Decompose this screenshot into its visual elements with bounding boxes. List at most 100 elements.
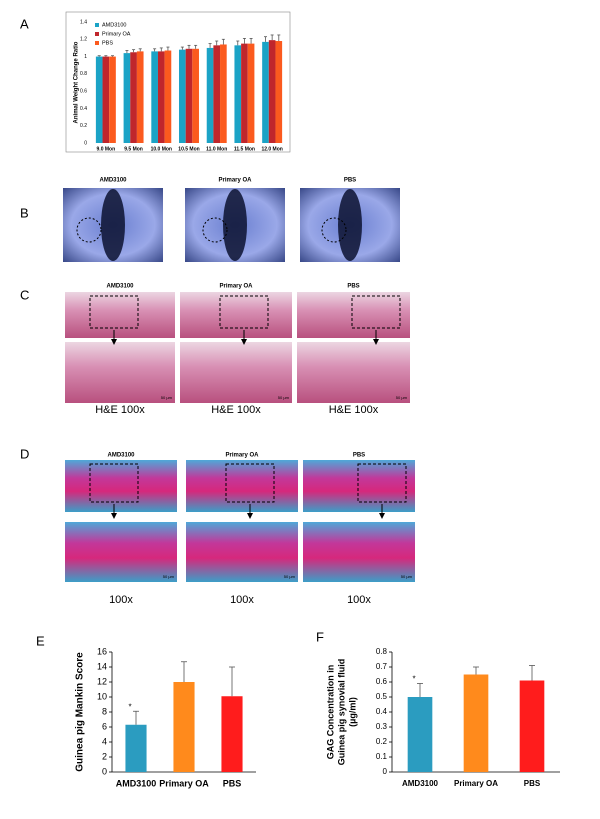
y-tick-label: 0.8 (376, 647, 388, 656)
bar (95, 56, 103, 144)
x-tick-label: Primary OA (454, 779, 498, 788)
y-tick-label: 0 (102, 766, 107, 776)
image-caption: PBS (344, 178, 356, 184)
micrograph (180, 292, 292, 338)
scale-label: 50 µm (284, 574, 296, 579)
y-tick-label: 1 (84, 54, 87, 60)
y-axis-label: Animal Weight Change Ratio (74, 41, 80, 123)
significance-mark: * (412, 675, 415, 684)
bar (151, 51, 158, 144)
micrograph (65, 460, 177, 512)
image-footer: H&E 100x (329, 404, 379, 416)
bar (220, 44, 227, 143)
bar (125, 724, 147, 772)
y-tick-label: 2 (102, 751, 107, 761)
image-footer: 100x (347, 594, 371, 606)
x-tick-label: 10.0 Mon (151, 146, 172, 152)
x-tick-label: 9.5 Mon (124, 146, 143, 152)
micrograph (303, 460, 415, 512)
y-tick-label: 1.2 (80, 37, 87, 43)
image-caption: Primary OA (219, 284, 253, 290)
y-axis-label: Guinea pig Mankin Score (75, 652, 86, 772)
bar (179, 49, 186, 143)
y-tick-label: 0.6 (80, 88, 87, 94)
joint-shadow (223, 189, 247, 261)
micrograph (65, 522, 177, 582)
legend-label: Primary OA (102, 31, 131, 37)
lesion-outline (202, 217, 228, 243)
bar (173, 682, 195, 772)
bar (185, 48, 193, 143)
image-caption: PBS (347, 284, 359, 290)
bar (247, 43, 255, 143)
y-tick-label: 1.4 (80, 19, 87, 25)
image-footer: 100x (109, 594, 133, 606)
y-tick-label: 6 (102, 721, 107, 731)
panel-label: F (316, 629, 324, 644)
x-tick-label: 11.0 Mon (206, 146, 227, 152)
panel-label: E (36, 633, 45, 648)
y-tick-label: 0.2 (80, 123, 87, 129)
bar (123, 53, 131, 143)
legend-label: AMD3100 (102, 22, 126, 28)
zoom-box (89, 463, 139, 503)
image-caption: AMD3100 (99, 178, 127, 184)
bar (109, 56, 116, 144)
x-tick-label: PBS (524, 779, 541, 788)
micrograph (186, 522, 298, 582)
y-tick-label: 0.8 (80, 71, 87, 77)
legend-swatch (95, 41, 99, 45)
y-tick-label: 0 (383, 767, 388, 776)
y-axis-label: Guinea pig synovial fluid (336, 659, 346, 766)
scale-label: 50 µm (278, 395, 290, 400)
image-footer: 100x (230, 594, 254, 606)
zoom-box (225, 463, 275, 503)
panel-label: A (20, 16, 29, 31)
y-tick-label: 0.7 (376, 662, 388, 671)
joint-shadow (338, 189, 362, 261)
image-caption: AMD3100 (106, 284, 134, 290)
x-tick-label: 12.0 Mon (261, 146, 282, 152)
bar (164, 50, 172, 144)
bar (192, 48, 199, 143)
lesion-outline (321, 217, 347, 243)
bar (157, 51, 165, 144)
bar (463, 674, 489, 772)
x-tick-label: AMD3100 (402, 779, 439, 788)
y-tick-label: 16 (97, 646, 107, 656)
bar (136, 51, 144, 144)
panel-label: B (20, 205, 29, 220)
image-caption: PBS (353, 453, 365, 459)
y-tick-label: 10 (97, 691, 107, 701)
y-tick-label: 0 (84, 140, 87, 146)
legend-label: PBS (102, 40, 113, 46)
bar (268, 40, 276, 143)
scale-label: 50 µm (396, 395, 408, 400)
bar (262, 41, 269, 143)
bar (130, 52, 137, 143)
image-footer: H&E 100x (95, 404, 145, 416)
micrograph (65, 292, 175, 338)
y-tick-label: 0.1 (376, 752, 388, 761)
y-tick-label: 14 (97, 661, 107, 671)
micrograph (65, 342, 175, 403)
bar (407, 697, 433, 772)
image-footer: H&E 100x (211, 404, 261, 416)
x-tick-label: AMD3100 (116, 778, 157, 788)
micrograph (186, 460, 298, 512)
lesion-outline (76, 217, 102, 243)
micrograph (297, 342, 410, 403)
y-tick-label: 8 (102, 706, 107, 716)
scale-label: 50 µm (161, 395, 173, 400)
y-tick-label: 0.4 (376, 707, 388, 716)
y-tick-label: 0.4 (80, 106, 87, 112)
bar (275, 41, 283, 144)
y-tick-label: 0.6 (376, 677, 388, 686)
legend-swatch (95, 32, 99, 36)
x-tick-label: 11.5 Mon (234, 146, 255, 152)
x-tick-label: PBS (223, 778, 242, 788)
legend-swatch (95, 23, 99, 27)
micrograph (297, 292, 410, 338)
panel-label: C (20, 287, 29, 302)
